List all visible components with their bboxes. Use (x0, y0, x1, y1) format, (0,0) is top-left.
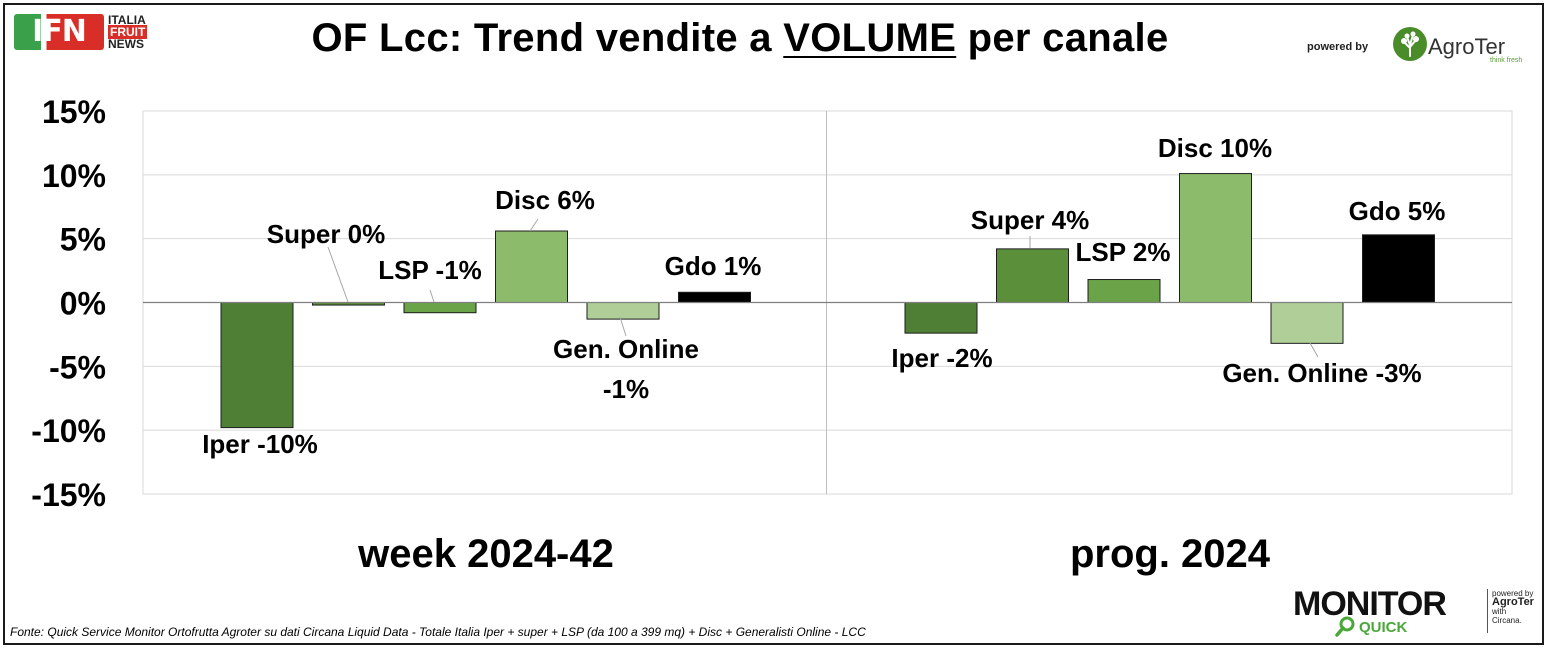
data-label: LSP -1% (378, 255, 482, 285)
data-label: Disc 6% (495, 185, 595, 215)
data-label: Iper -10% (202, 429, 318, 459)
monitor-side-text: powered by AgroTer with Circana. (1492, 589, 1534, 625)
bar (1362, 234, 1435, 303)
leader-line (327, 246, 349, 303)
monitor-side-2: AgroTer (1492, 596, 1534, 608)
bar (1270, 302, 1344, 344)
leader-line (619, 316, 627, 337)
data-label: Iper -2% (891, 343, 992, 373)
tree-icon (1393, 27, 1427, 61)
data-label: Gen. Online -3% (1222, 358, 1421, 388)
data-label: Gen. Online (553, 334, 699, 364)
source-footnote: Fonte: Quick Service Monitor Ortofrutta … (10, 625, 866, 639)
data-label: Super 4% (971, 205, 1090, 235)
leader-line (529, 218, 539, 232)
agroter-name: AgroTer (1428, 34, 1506, 59)
bar (586, 302, 660, 320)
ifn-logo-text: ITALIA FRUIT NEWS (108, 13, 148, 51)
monitor-side-4: Circana. (1492, 616, 1522, 625)
y-tick-label: -15% (31, 477, 106, 513)
data-label: Gdo 5% (1349, 196, 1446, 226)
magnifier-icon (1335, 616, 1355, 637)
bar (678, 291, 751, 303)
y-tick-label: 15% (42, 94, 106, 130)
monitor-divider (1487, 589, 1488, 633)
ifn-line-1: ITALIA (108, 13, 146, 27)
y-tick-label: -10% (31, 413, 106, 449)
ifn-logo-mark: IFN (14, 14, 104, 50)
data-label: LSP 2% (1076, 237, 1171, 267)
leader-line (429, 289, 435, 303)
chart-title-pre: OF Lcc: Trend vendite a (311, 16, 784, 60)
powered-by-label: powered by (1307, 41, 1369, 53)
chart-title-emphasis: VOLUME (783, 16, 957, 60)
monitor-word: MONITOR (1293, 585, 1447, 623)
monitor-side-1: powered by (1492, 589, 1534, 598)
leader-line (1309, 342, 1319, 358)
data-label: Disc 10% (1158, 133, 1272, 163)
agroter-logo: AgroTer think fresh (1392, 26, 1522, 67)
data-label: Super 0% (267, 219, 386, 249)
chart-title-post: per canale (956, 16, 1169, 60)
ifn-line-2: FRUIT (108, 25, 148, 39)
y-tick-label: 10% (42, 158, 106, 194)
bar (403, 302, 477, 314)
bar (1087, 279, 1161, 303)
bar (495, 230, 568, 303)
data-label: -1% (603, 374, 649, 404)
bar (996, 248, 1069, 304)
monitor-side-3: with (1492, 607, 1507, 616)
group-label-week: week 2024-42 (358, 532, 614, 576)
y-tick-label: 0% (60, 286, 106, 322)
monitor-quick-logo: MONITOR QUICK powered by AgroTer with Ci… (1293, 585, 1534, 641)
bar (1179, 173, 1252, 303)
bar (904, 302, 978, 334)
y-tick-label: -5% (49, 349, 106, 385)
y-tick-label: 5% (60, 222, 106, 258)
data-label: Gdo 1% (665, 251, 762, 281)
ifn-line-3: NEWS (108, 37, 144, 51)
agroter-tagline: think fresh (1490, 57, 1523, 64)
monitor-sub: QUICK (1359, 619, 1408, 636)
chart-title: OF Lcc: Trend vendite a VOLUME per canal… (0, 16, 1480, 61)
group-label-prog: prog. 2024 (1069, 532, 1271, 576)
bar (220, 302, 294, 429)
